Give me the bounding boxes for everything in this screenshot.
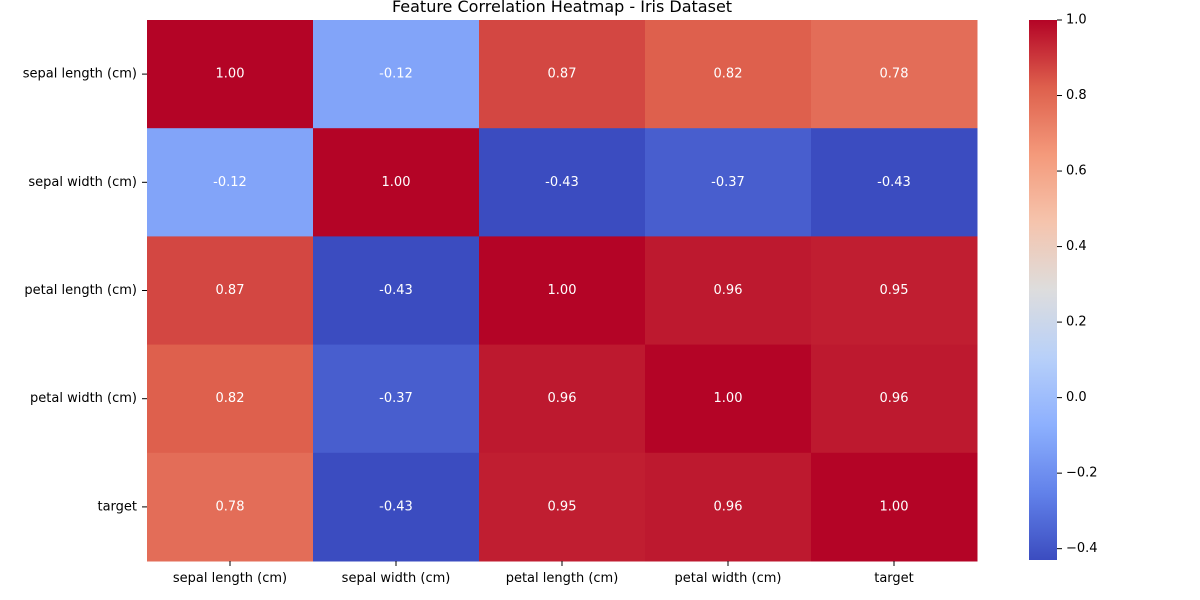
heatmap-cell [811, 344, 978, 454]
cell-value-label: 1.00 [880, 499, 909, 514]
cell-value-label: -0.43 [545, 175, 579, 190]
cell-value-label: -0.43 [379, 499, 413, 514]
cell-value-label: 0.96 [714, 283, 743, 298]
cell-value-label: -0.43 [379, 283, 413, 298]
x-axis: sepal length (cm) sepal width (cm) petal l… [173, 561, 914, 586]
cell-value-label: 0.95 [548, 499, 577, 514]
heatmap-cell [811, 452, 978, 562]
y-tick-label: petal length (cm) [24, 283, 137, 298]
heatmap-cell [147, 236, 314, 346]
y-axis: sepal length (cm) sepal width (cm) petal l… [23, 67, 147, 514]
y-tick-label: petal width (cm) [30, 391, 137, 406]
colorbar-tick-label: −0.4 [1066, 541, 1098, 556]
cell-value-label: -0.12 [213, 175, 247, 190]
heatmap-cells [147, 20, 978, 562]
cell-value-label: 1.00 [382, 175, 411, 190]
heatmap-cell [645, 452, 812, 562]
colorbar-tick-label: 0.4 [1066, 239, 1087, 254]
heatmap-cell [313, 452, 480, 562]
heatmap-cell [645, 236, 812, 346]
cell-value-label: 0.96 [880, 391, 909, 406]
colorbar-tick-label: 0.6 [1066, 164, 1087, 179]
colorbar-tick-label: 0.0 [1066, 390, 1087, 405]
y-tick-label: target [97, 499, 137, 514]
cell-value-label: -0.37 [711, 175, 745, 190]
cell-value-label: 1.00 [216, 67, 245, 82]
heatmap-cell [147, 128, 314, 237]
colorbar-tick-label: 1.0 [1066, 13, 1087, 28]
heatmap-cell [479, 128, 646, 237]
cell-value-label: -0.12 [379, 67, 413, 82]
chart-title: Feature Correlation Heatmap - Iris Datas… [392, 0, 732, 16]
heatmap-cell [811, 236, 978, 346]
heatmap-cell [313, 236, 480, 346]
heatmap-cell [479, 236, 646, 346]
cell-value-label: 0.95 [880, 283, 909, 298]
heatmap-cell-labels: 1.00 -0.12 0.87 0.82 0.78 -0.12 1.00 -0.43 -0.37… [213, 67, 911, 515]
heatmap-cell [645, 20, 812, 129]
cell-value-label: 1.00 [548, 283, 577, 298]
cell-value-label: 0.82 [714, 67, 743, 82]
heatmap-cell [479, 20, 646, 129]
cell-value-label: 1.00 [714, 391, 743, 406]
cell-value-label: 0.87 [548, 67, 577, 82]
heatmap-cell [147, 20, 314, 129]
heatmap-cell [313, 128, 480, 237]
heatmap-cell [645, 128, 812, 237]
x-tick-label: sepal width (cm) [342, 571, 451, 586]
y-tick-label: sepal length (cm) [23, 67, 137, 82]
y-tick-label: sepal width (cm) [28, 175, 137, 190]
cell-value-label: 0.78 [216, 499, 245, 514]
heatmap-cell [147, 452, 314, 562]
x-tick-label: target [874, 571, 914, 586]
cell-value-label: 0.87 [216, 283, 245, 298]
heatmap-cell [313, 20, 480, 129]
cell-value-label: -0.37 [379, 391, 413, 406]
x-tick-label: petal width (cm) [675, 571, 782, 586]
cell-value-label: 0.78 [880, 67, 909, 82]
cell-value-label: 0.96 [714, 499, 743, 514]
colorbar-gradient [1029, 20, 1057, 560]
heatmap-cell [479, 344, 646, 454]
cell-value-label: 0.96 [548, 391, 577, 406]
heatmap-cell [479, 452, 646, 562]
x-tick-label: petal length (cm) [506, 571, 619, 586]
heatmap-cell [645, 344, 812, 454]
heatmap-cell [147, 344, 314, 454]
colorbar-tick-label: −0.2 [1066, 466, 1098, 481]
cell-value-label: 0.82 [216, 391, 245, 406]
colorbar: −0.4 −0.2 0.0 0.2 0.4 0.6 0.8 1.0 [1029, 13, 1098, 560]
colorbar-tick-label: 0.2 [1066, 315, 1087, 330]
heatmap-cell [313, 344, 480, 454]
heatmap-cell [811, 128, 978, 237]
cell-value-label: -0.43 [877, 175, 911, 190]
heatmap-cell [811, 20, 978, 129]
x-tick-label: sepal length (cm) [173, 571, 287, 586]
colorbar-tick-label: 0.8 [1066, 88, 1087, 103]
